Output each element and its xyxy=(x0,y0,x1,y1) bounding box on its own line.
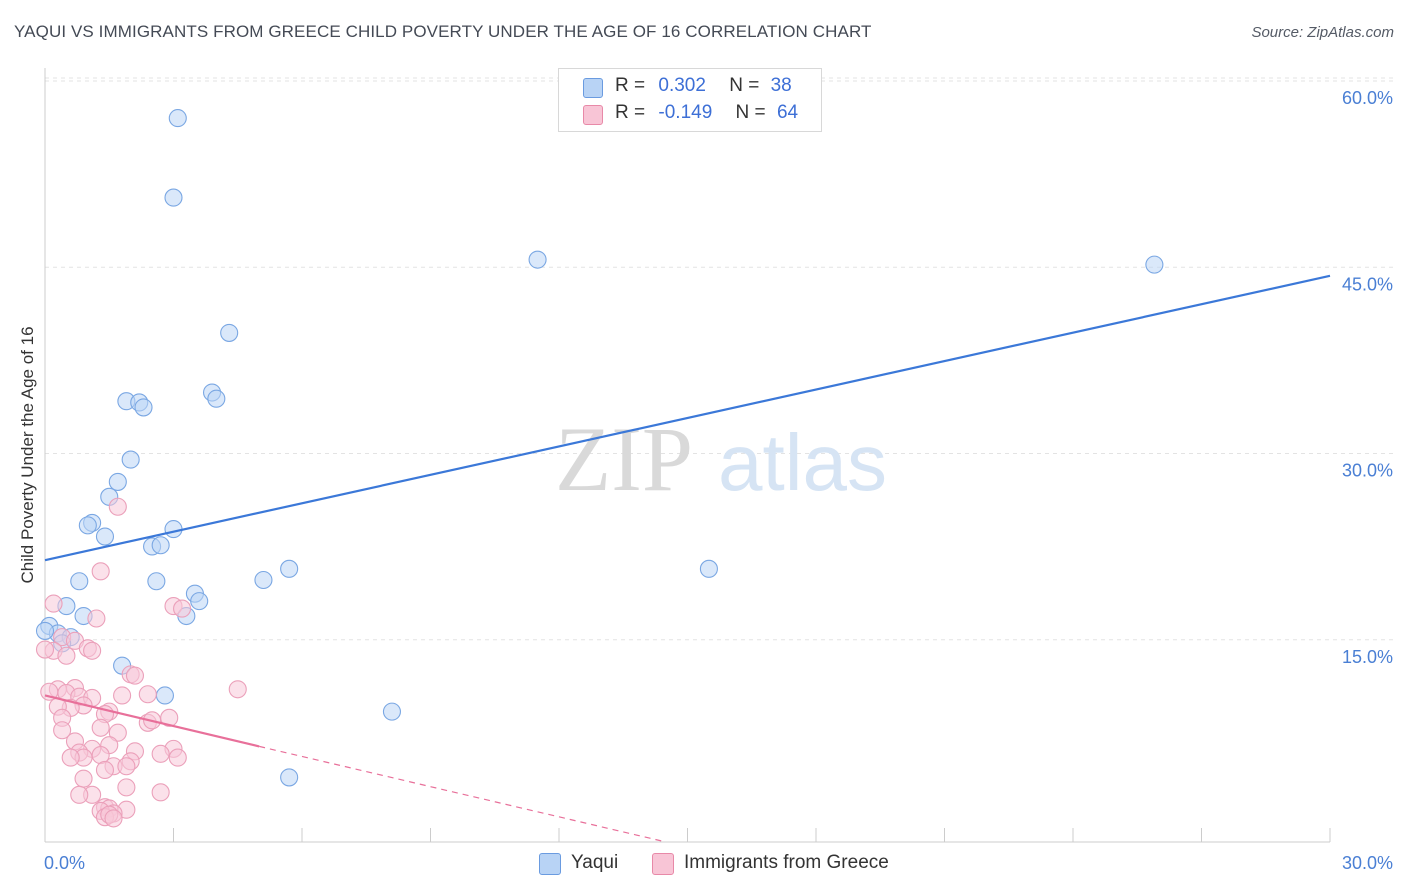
point-yaqui-14 xyxy=(78,516,97,535)
trend-lines xyxy=(44,274,1331,843)
point-yaqui-34 xyxy=(155,686,174,705)
point-yaqui-2 xyxy=(528,250,547,269)
r-label: R = xyxy=(615,102,646,123)
point-greece-2 xyxy=(44,594,63,613)
point-yaqui-10 xyxy=(121,450,140,469)
n-value-yaqui: 38 xyxy=(770,75,792,96)
point-greece-0 xyxy=(108,497,127,516)
x-tick-label-0: 0.0% xyxy=(44,853,85,873)
trend-line-extension-greece xyxy=(259,745,667,843)
point-greece-49 xyxy=(117,757,136,776)
point-yaqui-9 xyxy=(134,398,153,417)
point-greece-34 xyxy=(53,721,72,740)
point-greece-50 xyxy=(95,760,115,780)
data-points xyxy=(35,109,1164,828)
point-greece-12 xyxy=(35,640,55,659)
bottom-legend-label-greece: Immigrants from Greece xyxy=(684,852,889,873)
point-greece-4 xyxy=(173,599,192,618)
point-greece-51 xyxy=(74,769,93,788)
point-yaqui-3 xyxy=(1145,255,1164,274)
trend-line-yaqui xyxy=(44,274,1331,562)
point-greece-55 xyxy=(151,783,170,802)
bottom-legend-label-yaqui: Yaqui xyxy=(571,852,619,873)
point-yaqui-6 xyxy=(207,389,226,408)
point-greece-46 xyxy=(168,748,187,767)
chart-title: YAQUI VS IMMIGRANTS FROM GREECE CHILD PO… xyxy=(14,22,872,41)
point-yaqui-18 xyxy=(151,536,170,555)
correlation-legend: R = 0.302 N = 38 R = -0.149 N = 64 xyxy=(558,68,822,132)
point-yaqui-20 xyxy=(699,559,718,578)
y-tick-label-3: 60.0% xyxy=(1342,88,1393,108)
tick-labels: 15.0% 30.0% 45.0% 60.0% 0.0% 30.0% xyxy=(44,88,1393,873)
n-label: N = xyxy=(729,75,760,96)
point-yaqui-1 xyxy=(164,188,183,207)
point-greece-5 xyxy=(87,609,106,628)
trend-line-greece xyxy=(44,694,260,748)
y-tick-label-0: 15.0% xyxy=(1342,647,1393,667)
y-tick-label-2: 45.0% xyxy=(1342,274,1393,294)
gridlines xyxy=(45,77,1393,641)
watermark-atlas: atlas xyxy=(718,418,887,507)
n-label: N = xyxy=(735,102,766,123)
point-yaqui-16 xyxy=(95,527,115,546)
point-yaqui-23 xyxy=(147,572,166,591)
point-yaqui-35 xyxy=(382,702,402,721)
point-yaqui-25 xyxy=(190,592,209,611)
point-greece-21 xyxy=(113,686,132,705)
point-greece-14 xyxy=(125,666,144,685)
point-yaqui-0 xyxy=(168,109,187,128)
point-greece-11 xyxy=(57,646,76,665)
bottom-legend-swatch-yaqui xyxy=(539,853,561,875)
point-greece-54 xyxy=(70,785,89,804)
point-greece-63 xyxy=(104,809,123,828)
point-greece-22 xyxy=(138,685,157,704)
r-label: R = xyxy=(615,75,646,96)
bottom-legend-swatch-greece xyxy=(652,853,674,875)
point-greece-52 xyxy=(117,778,136,797)
point-yaqui-11 xyxy=(108,472,127,491)
r-value-yaqui: 0.302 xyxy=(658,75,706,96)
legend-swatch-yaqui xyxy=(583,78,603,98)
watermark-zip: ZIP xyxy=(555,408,693,510)
point-greece-1 xyxy=(91,562,110,581)
point-greece-33 xyxy=(91,718,110,737)
point-yaqui-37 xyxy=(35,621,55,640)
point-yaqui-22 xyxy=(70,572,89,591)
point-greece-35 xyxy=(108,723,127,742)
x-tick-label-1: 30.0% xyxy=(1342,853,1393,873)
point-yaqui-4 xyxy=(220,323,239,342)
point-yaqui-21 xyxy=(254,570,273,590)
watermark: ZIP atlas xyxy=(555,408,887,510)
point-greece-9 xyxy=(83,641,102,660)
point-yaqui-36 xyxy=(280,768,299,787)
y-axis-label: Child Poverty Under the Age of 16 xyxy=(18,326,37,583)
point-yaqui-15 xyxy=(164,520,183,539)
chart-source: Source: ZipAtlas.com xyxy=(1251,24,1394,41)
axes xyxy=(44,68,1331,843)
point-greece-41 xyxy=(151,744,170,763)
point-greece-15 xyxy=(228,680,247,699)
r-value-greece: -0.149 xyxy=(658,102,713,123)
n-value-greece: 64 xyxy=(776,102,799,123)
y-tick-label-1: 30.0% xyxy=(1342,461,1393,481)
point-greece-45 xyxy=(61,748,80,767)
legend-swatch-greece xyxy=(583,105,603,125)
point-yaqui-19 xyxy=(280,559,299,578)
